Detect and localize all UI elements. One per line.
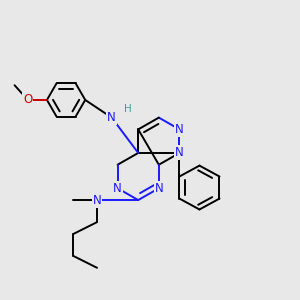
Text: N: N [93,194,101,207]
Text: N: N [154,182,163,195]
Text: N: N [107,111,116,124]
Text: N: N [175,123,184,136]
Text: H: H [124,104,132,114]
Text: N: N [113,182,122,195]
Text: N: N [175,146,184,159]
Text: O: O [23,93,32,106]
